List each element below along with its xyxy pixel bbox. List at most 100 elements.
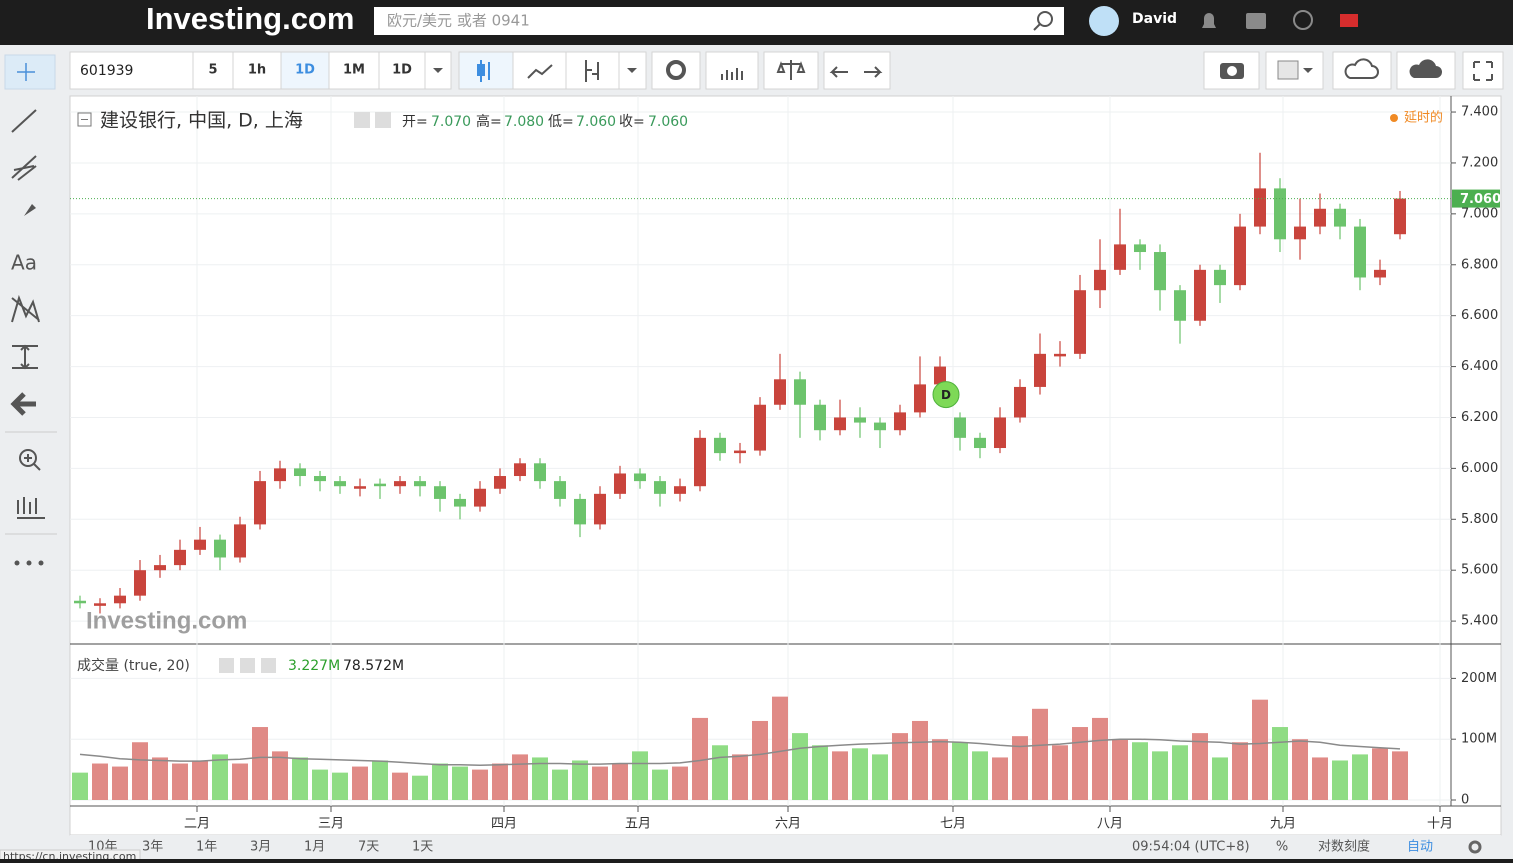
marks: 7.060 D [70, 152, 1501, 800]
more-dot[interactable] [26, 560, 32, 566]
ohlc-label: 低= [548, 114, 574, 130]
pattern-tool[interactable] [11, 294, 40, 323]
settings-icon[interactable] [1468, 840, 1482, 854]
range-button[interactable]: 1年 [196, 840, 217, 855]
watermark: Investing.com [86, 607, 247, 634]
text-tool[interactable]: Aa [11, 251, 37, 275]
indicators-button[interactable] [705, 51, 759, 90]
legend-settings[interactable] [375, 112, 391, 128]
redo-icon[interactable] [864, 66, 883, 78]
grid: 二月 三月 四月 五月 六月 七月 八月 九月 十月 5.400 5.600 5.800 6.000 6.… [70, 96, 1498, 832]
cloud-upload-icon [1409, 59, 1442, 78]
search-placeholder[interactable]: 欧元/美元 或者 0941 [387, 12, 530, 30]
candle-body [814, 404, 826, 431]
interval-label[interactable]: 1D [295, 63, 315, 78]
candle-body [374, 483, 386, 487]
interval-button[interactable] [232, 51, 282, 90]
legend-eye[interactable] [354, 112, 370, 128]
candle-body [514, 463, 526, 477]
percent-toggle[interactable]: % [1276, 840, 1288, 855]
load-button[interactable] [1332, 51, 1392, 90]
settings-button[interactable] [651, 51, 701, 90]
volume-settings[interactable] [240, 658, 255, 673]
range-button[interactable]: 1月 [304, 840, 325, 855]
volume-bar [312, 769, 328, 800]
volume-bar [232, 763, 248, 800]
indicator-button[interactable] [565, 51, 620, 90]
interval-label[interactable]: 5 [208, 63, 217, 78]
volume-remove[interactable] [261, 658, 276, 673]
logo[interactable]: Investing.com [146, 1, 354, 36]
range-button[interactable]: 3月 [250, 840, 271, 855]
symbol-box[interactable] [69, 51, 194, 90]
symbol[interactable]: 601939 [80, 63, 133, 79]
log-toggle[interactable]: 对数刻度 [1318, 839, 1370, 855]
volume-bar [892, 733, 908, 800]
candle-body [554, 481, 566, 499]
y-tick-label: 5.800 [1461, 512, 1498, 527]
volume-bar [552, 769, 568, 800]
volume-bar [1352, 754, 1368, 800]
candle-body [434, 486, 446, 499]
bottom-bar [70, 835, 1501, 859]
volume-bar [392, 772, 408, 800]
fib-tool[interactable] [11, 155, 37, 181]
delay-label: 延时的 [1404, 110, 1443, 126]
candle-body [674, 486, 686, 494]
interval-label[interactable]: 1h [248, 63, 266, 78]
candle-body [694, 437, 706, 487]
search-icon[interactable] [1037, 11, 1053, 27]
avatar[interactable] [1089, 6, 1119, 36]
candle-body [1274, 188, 1286, 240]
fullscreen-button[interactable] [1462, 51, 1504, 90]
volume-eye[interactable] [219, 658, 234, 673]
y-tick-label: 200M [1461, 671, 1497, 686]
range-button[interactable]: 3年 [142, 840, 163, 855]
ohlc-label: 收= [619, 114, 645, 130]
measure-tool[interactable] [12, 344, 38, 370]
save-button[interactable] [1396, 51, 1456, 90]
candle-body [714, 437, 726, 454]
x-tick-label: 二月 [184, 817, 210, 832]
candle-style-button[interactable] [458, 51, 514, 90]
candle-body [414, 481, 426, 487]
range-button[interactable]: 7天 [358, 840, 379, 855]
candle-body [154, 565, 166, 571]
volume-ma-line [79, 738, 1401, 767]
volume-bar [872, 754, 888, 800]
volume-title: 成交量 (true, 20) [77, 657, 190, 674]
interval-button[interactable] [328, 51, 380, 90]
bell-icon[interactable] [1202, 13, 1216, 28]
y-tick-label: 7.200 [1461, 155, 1498, 170]
zoom-tool[interactable] [19, 449, 37, 467]
line-style-button[interactable] [512, 51, 567, 90]
dropdown[interactable] [618, 51, 647, 90]
auto-toggle[interactable]: 自动 [1407, 840, 1433, 855]
trend-line-tool[interactable] [11, 109, 37, 133]
range-button[interactable]: 1天 [412, 840, 433, 855]
collapse-icon[interactable] [77, 112, 92, 127]
candle-body [194, 539, 206, 550]
event-marker[interactable] [932, 381, 960, 409]
remove-tool[interactable] [10, 392, 36, 416]
caret [433, 68, 443, 73]
brush-tool[interactable] [14, 204, 36, 226]
user-name[interactable]: David [1132, 11, 1177, 27]
more-dot[interactable] [14, 560, 20, 566]
clock-icon[interactable] [1293, 10, 1313, 30]
interval-button[interactable] [192, 51, 234, 90]
candle-body [1074, 290, 1086, 354]
portfolio-icon[interactable] [1246, 13, 1266, 29]
more-dot[interactable] [38, 560, 44, 566]
bar-replay-tool[interactable] [17, 497, 45, 519]
interval-label[interactable]: 1M [343, 63, 365, 78]
search-box[interactable] [374, 7, 1064, 35]
volume-bar [1312, 757, 1328, 800]
y-tick-label: 5.600 [1461, 563, 1498, 578]
candle-body [1294, 226, 1306, 240]
interval-button[interactable] [280, 51, 330, 90]
interval-label[interactable]: 1D [392, 63, 412, 78]
undo-icon[interactable] [829, 66, 848, 78]
flag-icon[interactable] [1340, 14, 1358, 27]
candle-body [294, 468, 306, 477]
